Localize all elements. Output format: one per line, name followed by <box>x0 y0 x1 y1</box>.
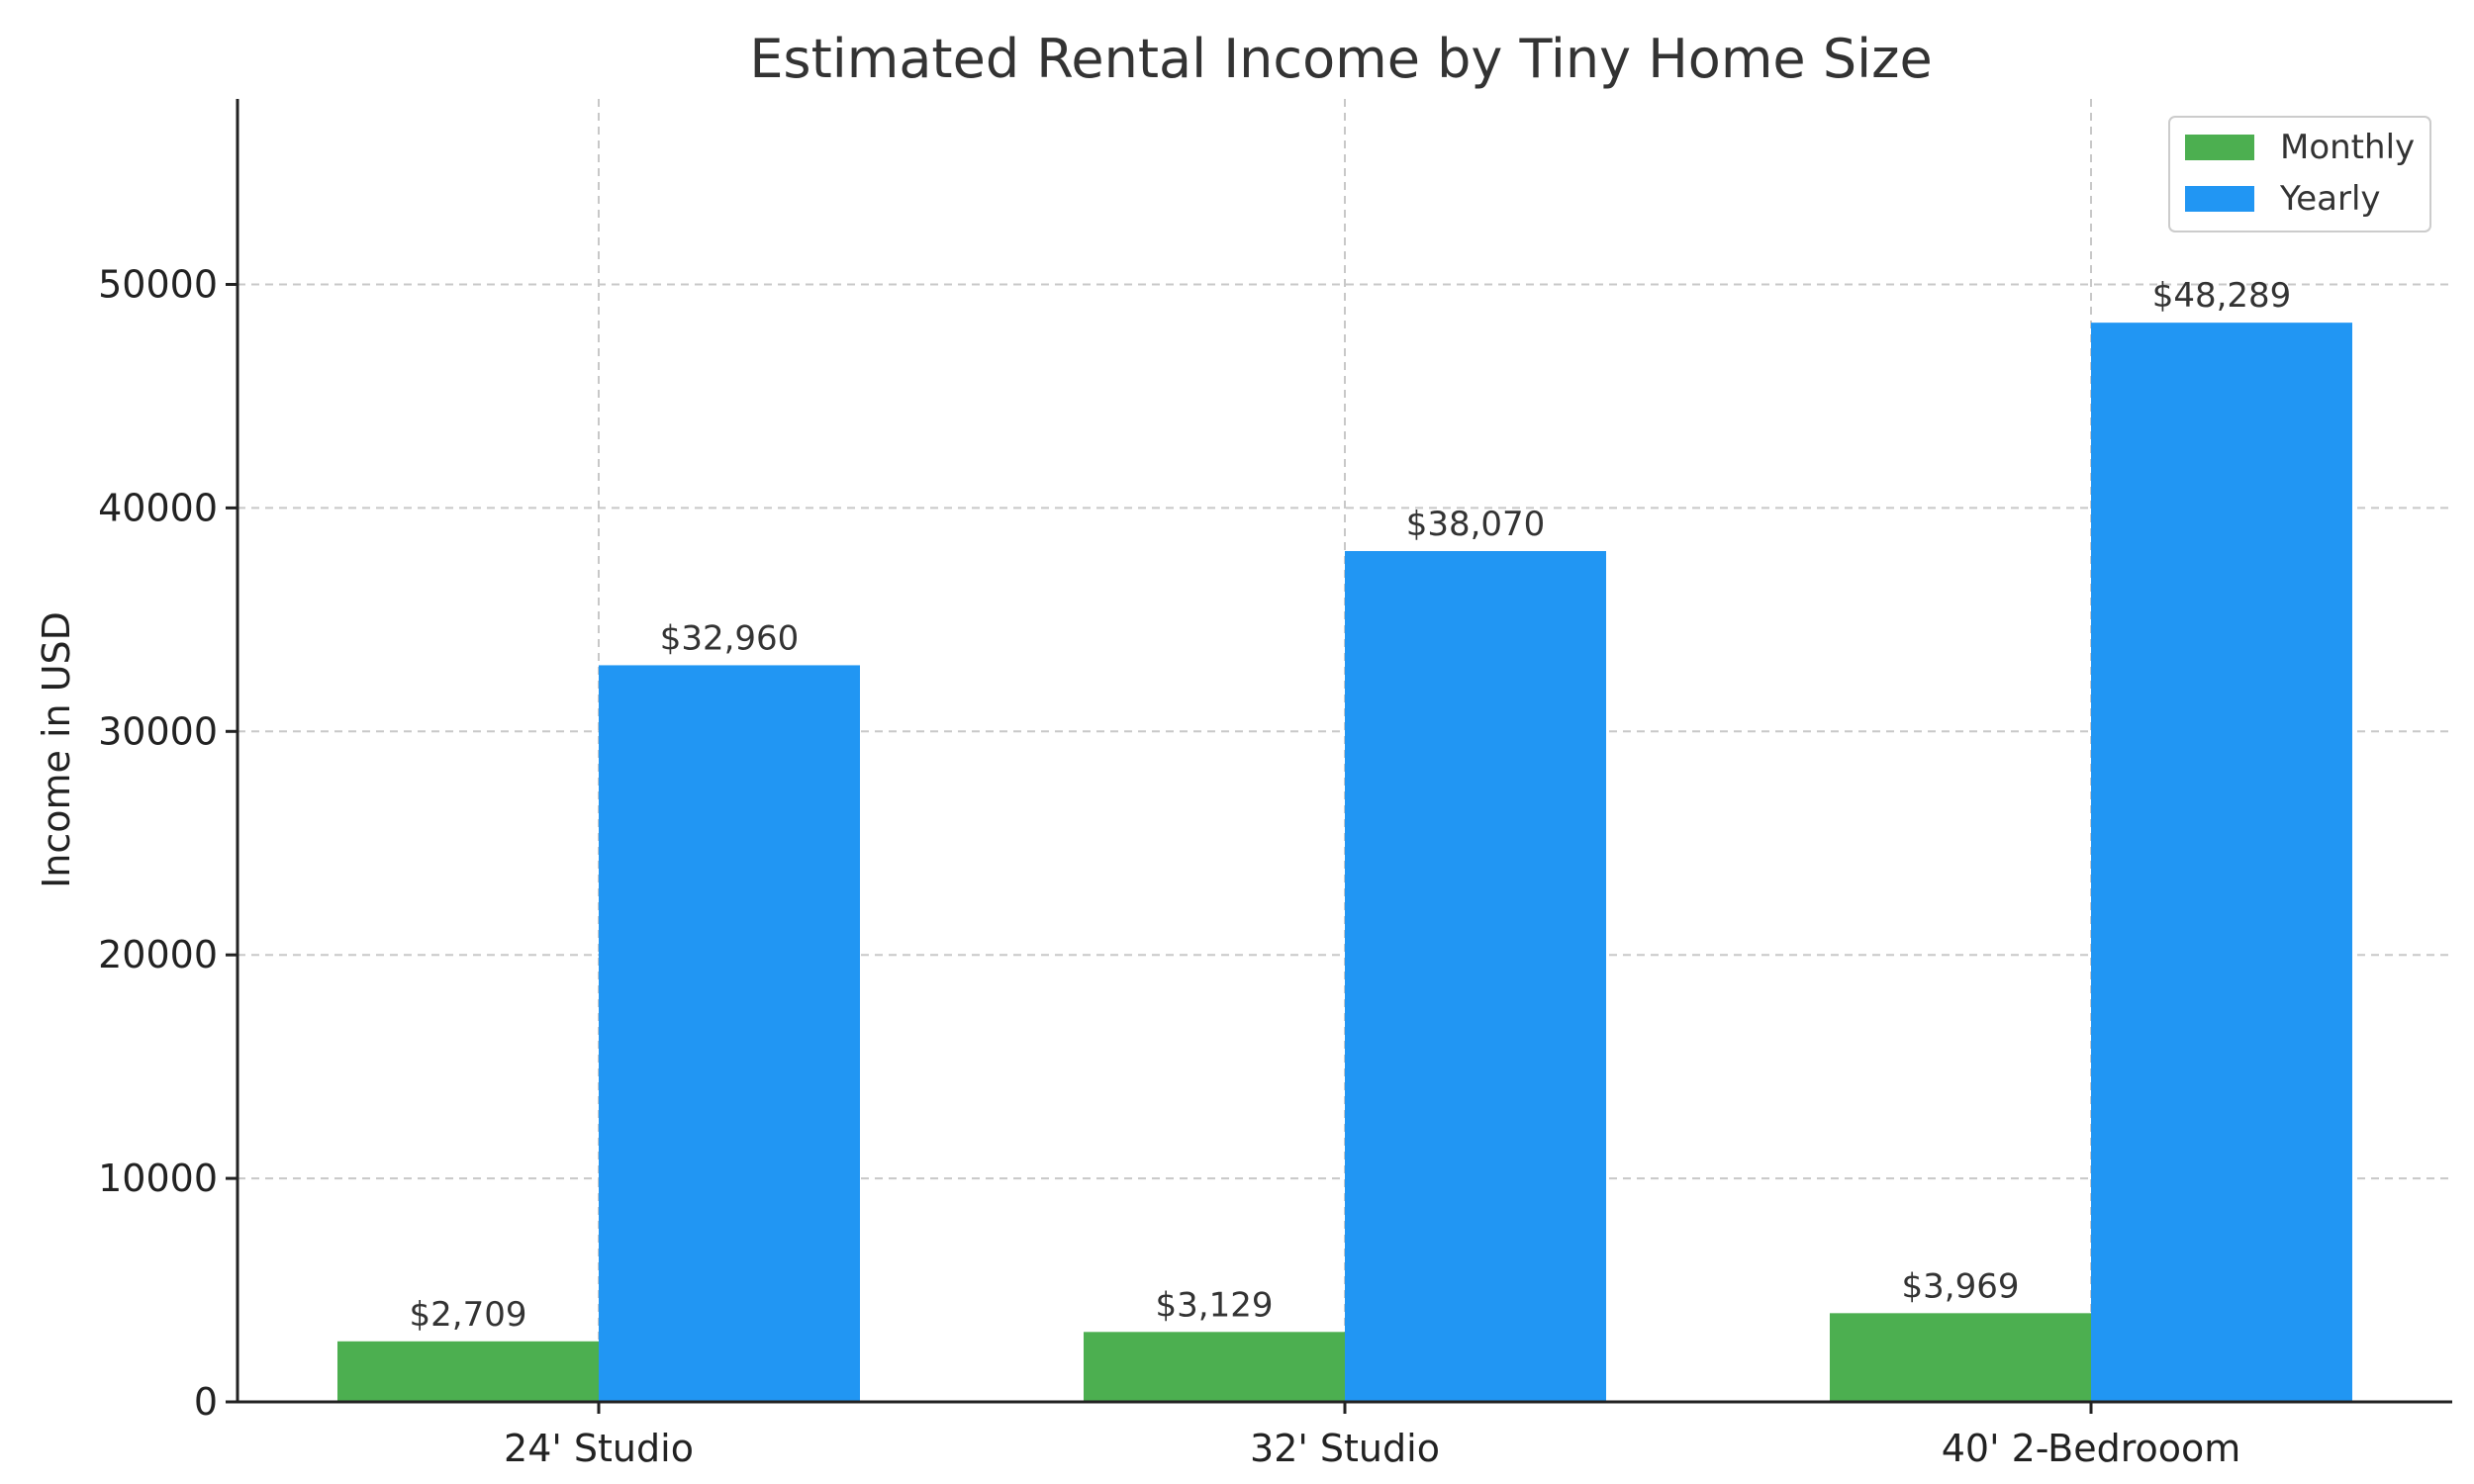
data-label: $38,070 <box>1406 505 1546 544</box>
bar-monthly <box>337 1341 599 1402</box>
legend-label-monthly: Monthly <box>2280 128 2415 167</box>
legend: Monthly Yearly <box>2168 116 2431 232</box>
bar-yearly <box>2091 323 2352 1402</box>
y-tick-label: 20000 <box>98 933 218 976</box>
chart-title: Estimated Rental Income by Tiny Home Siz… <box>749 28 1932 90</box>
bar-monthly <box>1830 1313 2091 1402</box>
legend-swatch-monthly <box>2185 135 2254 160</box>
y-tick-label: 30000 <box>98 709 218 753</box>
y-axis-label: Income in USD <box>35 611 78 888</box>
bar-yearly <box>599 665 860 1402</box>
data-label: $3,129 <box>1156 1285 1274 1325</box>
bar-monthly <box>1084 1332 1345 1402</box>
x-tick-label: 40' 2-Bedrooom <box>1942 1427 2241 1470</box>
bars <box>337 323 2352 1402</box>
legend-swatch-yearly <box>2185 186 2254 212</box>
y-tick-label: 50000 <box>98 262 218 306</box>
x-tick-label: 24' Studio <box>504 1427 694 1470</box>
y-tick-label: 0 <box>194 1380 218 1424</box>
x-tick-label: 32' Studio <box>1250 1427 1440 1470</box>
y-tick-label: 40000 <box>98 486 218 529</box>
axes: 0 10000 20000 30000 40000 50000 24' Studio 32' … <box>98 99 2452 1470</box>
y-tick-label: 10000 <box>98 1157 218 1200</box>
bar-yearly <box>1345 550 1606 1402</box>
data-label: $48,289 <box>2152 276 2292 316</box>
data-labels: $2,709 $3,129 $3,969 $32,960 $38,070 $48,289 <box>410 276 2292 1335</box>
data-label: $2,709 <box>410 1295 527 1335</box>
legend-label-yearly: Yearly <box>2279 179 2381 219</box>
data-label: $3,969 <box>1902 1266 2020 1306</box>
data-label: $32,960 <box>660 618 800 658</box>
